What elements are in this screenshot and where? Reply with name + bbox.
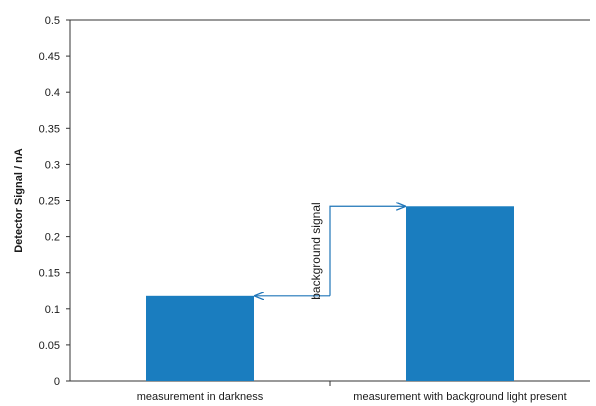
background-signal-annotation: background signal [255, 202, 405, 299]
y-tick-label: 0.25 [39, 196, 60, 208]
y-tick-label: 0.5 [45, 15, 60, 27]
y-tick-label: 0.35 [39, 123, 60, 135]
y-tick-label: 0.2 [45, 232, 60, 244]
y-axis: 0 0.05 0.1 0.15 0.2 0.25 0.3 0.35 0.4 0.45 0.5 [39, 15, 71, 388]
y-tick-label: 0.15 [39, 268, 60, 280]
bars [146, 206, 514, 381]
background-signal-label: background signal [309, 202, 323, 299]
category-label: measurement with background light presen… [353, 391, 566, 403]
y-tick-label: 0.45 [39, 51, 60, 63]
bar-darkness [146, 295, 254, 381]
y-tick-label: 0.05 [39, 340, 60, 352]
y-tick-label: 0 [54, 376, 60, 388]
category-labels: measurement in darkness measurement with … [137, 391, 567, 403]
y-tick-label: 0.4 [45, 87, 60, 99]
y-ticks: 0 0.05 0.1 0.15 0.2 0.25 0.3 0.35 0.4 0.45 0.5 [39, 15, 70, 388]
y-tick-label: 0.1 [45, 304, 60, 316]
y-tick-label: 0.3 [45, 159, 60, 171]
background-signal-arrow-step [329, 206, 405, 296]
y-axis-title: Detector Signal / nA [13, 148, 25, 253]
bar-background-light [406, 206, 514, 381]
category-label: measurement in darkness [137, 391, 264, 403]
